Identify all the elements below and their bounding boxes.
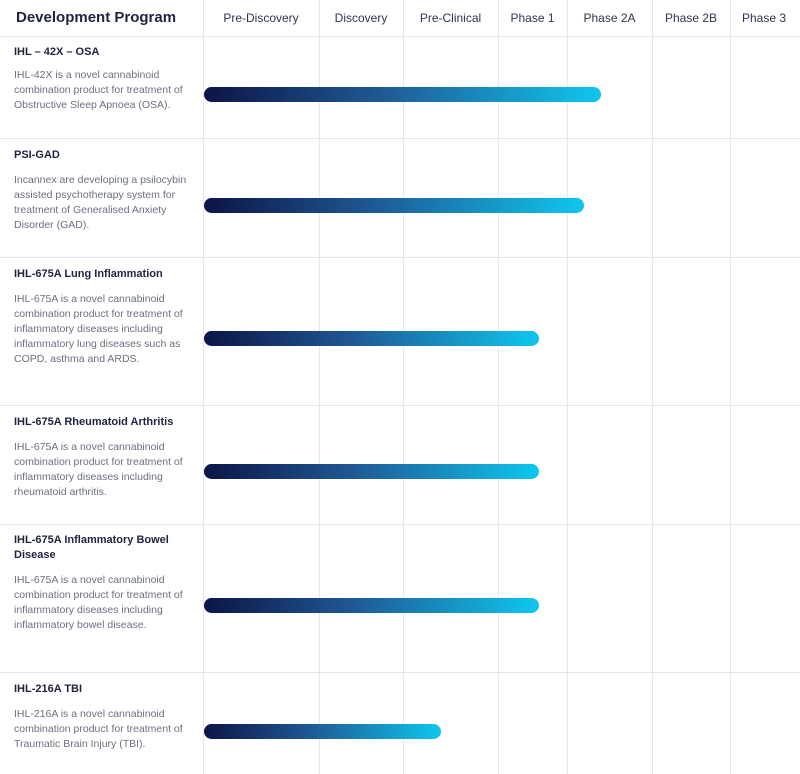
progress-bar — [204, 724, 441, 739]
phase-header-phase-2b: Phase 2B — [664, 11, 718, 25]
program-title: IHL-675A Lung Inflammation — [14, 268, 163, 280]
progress-bar — [204, 598, 540, 613]
program-description: IHL-42X is a novel cannabinoid combinati… — [14, 69, 183, 111]
program-title: IHL-216A TBI — [14, 683, 83, 695]
phase-header-discovery: Discovery — [334, 11, 388, 25]
program-description: IHL-675A is a novel cannabinoid combinat… — [14, 574, 183, 631]
program-title: IHL – 42X – OSA — [14, 46, 100, 58]
program-description: IHL-675A is a novel cannabinoid combinat… — [14, 293, 183, 365]
program-title: PSI-GAD — [14, 149, 60, 161]
phase-header-pre-clinical: Pre-Clinical — [419, 11, 482, 25]
progress-bar — [204, 87, 601, 102]
program-title: IHL-675A Inflammatory Bowel Disease — [14, 534, 169, 561]
phase-header-phase-2a: Phase 2A — [583, 11, 636, 25]
grid-line — [652, 0, 653, 774]
grid-line — [319, 0, 320, 774]
grid-line — [730, 0, 731, 774]
table-row: IHL-216A TBI IHL-216A is a novel cannabi… — [0, 673, 800, 774]
table-row: IHL-675A Inflammatory Bowel Disease IHL-… — [0, 525, 800, 673]
progress-bar — [204, 464, 540, 479]
table-header: Development Program Pre-Discovery Discov… — [0, 0, 800, 37]
table-row: IHL – 42X – OSA IHL-42X is a novel canna… — [0, 37, 800, 139]
table-row: IHL-675A Lung Inflammation IHL-675A is a… — [0, 258, 800, 406]
phase-header-phase-3: Phase 3 — [741, 11, 787, 25]
program-title: IHL-675A Rheumatoid Arthritis — [14, 416, 174, 428]
grid-line — [403, 0, 404, 774]
grid-line — [567, 0, 568, 774]
program-description: IHL-216A is a novel cannabinoid combinat… — [14, 708, 183, 750]
table-row: IHL-675A Rheumatoid Arthritis IHL-675A i… — [0, 406, 800, 525]
grid-line — [498, 0, 499, 774]
program-description: Incannex are developing a psilocybin ass… — [14, 174, 187, 231]
grid-line — [203, 0, 204, 774]
header-title: Development Program — [16, 9, 177, 26]
table-row: PSI-GAD Incannex are developing a psiloc… — [0, 139, 800, 258]
progress-bar — [204, 198, 584, 213]
phase-header-phase-1: Phase 1 — [510, 11, 555, 25]
program-description: IHL-675A is a novel cannabinoid combinat… — [14, 441, 183, 498]
phase-header-pre-discovery: Pre-Discovery — [223, 11, 299, 25]
progress-bar — [204, 331, 540, 346]
